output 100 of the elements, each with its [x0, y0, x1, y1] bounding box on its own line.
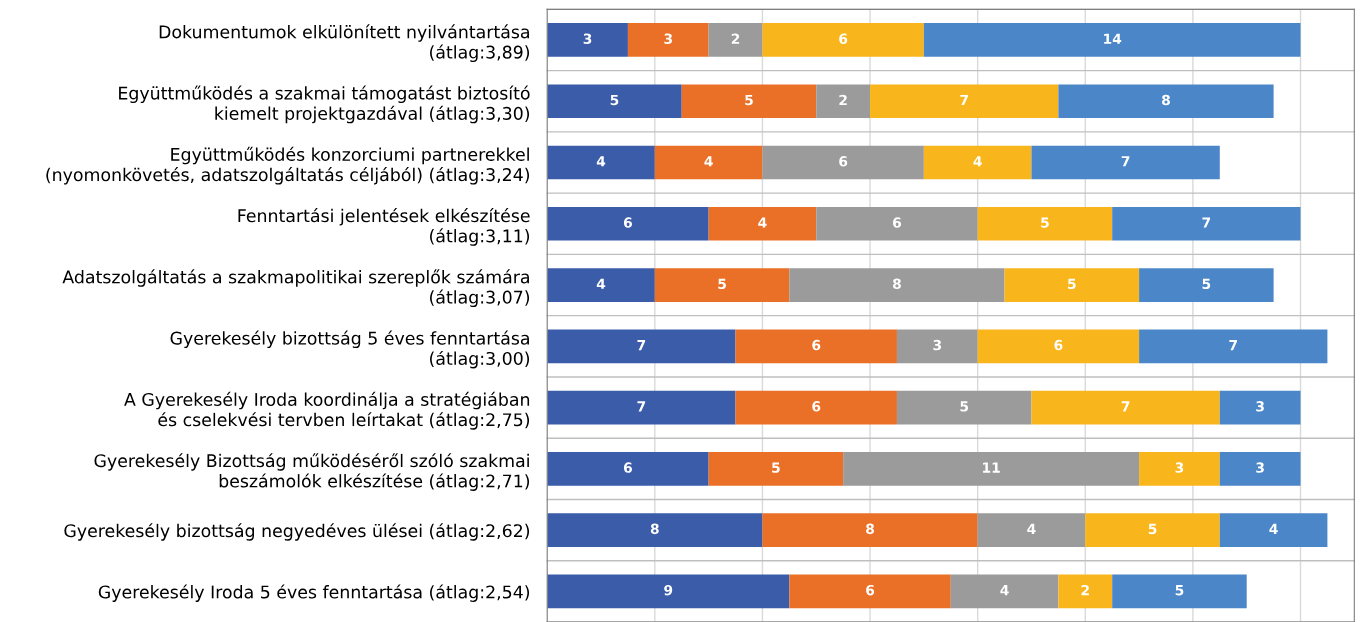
bar — [896, 329, 978, 364]
data-label: 5 — [772, 462, 780, 473]
data-label: 6 — [892, 217, 902, 228]
bar — [547, 23, 628, 57]
data-label: 2 — [839, 94, 847, 106]
bar — [735, 390, 897, 425]
bar — [1112, 206, 1301, 241]
data-label: 4 — [704, 156, 713, 167]
data-label: 7 — [1121, 156, 1130, 167]
data-label: 4 — [1000, 585, 1009, 596]
data-label: 5 — [718, 278, 726, 290]
data-label: 5 — [1148, 523, 1157, 535]
data-label: 8 — [1162, 94, 1170, 106]
bar — [896, 390, 1032, 425]
data-label: 7 — [637, 401, 646, 412]
bar — [843, 451, 1140, 486]
data-label: 6 — [623, 217, 632, 228]
data-label: 5 — [610, 94, 619, 106]
bar — [735, 329, 897, 364]
bar — [1139, 329, 1328, 364]
data-label: 4 — [596, 278, 606, 289]
bar — [789, 268, 1005, 302]
data-label: 4 — [973, 156, 982, 167]
data-label: 3 — [583, 33, 592, 44]
data-label: 6 — [623, 462, 632, 473]
bar — [1058, 574, 1113, 609]
bar — [762, 145, 924, 180]
data-label: 3 — [933, 339, 942, 351]
bar — [923, 23, 1301, 57]
data-label: 2 — [731, 33, 740, 44]
data-label: 4 — [1027, 523, 1036, 534]
bar — [1219, 513, 1328, 547]
data-label: 3 — [664, 33, 672, 44]
data-label: 6 — [839, 156, 848, 167]
data-label: 7 — [1202, 217, 1211, 228]
bar — [977, 329, 1140, 364]
data-label: 3 — [1256, 401, 1264, 412]
bar — [1058, 84, 1274, 119]
data-label: 5 — [1175, 585, 1184, 596]
data-label: 6 — [839, 33, 848, 44]
bar — [977, 513, 1086, 547]
bar — [547, 329, 736, 364]
bar — [870, 84, 1059, 119]
data-label: 3 — [1256, 462, 1264, 473]
bar — [1031, 145, 1220, 180]
data-label: 8 — [892, 278, 901, 290]
data-label: 5 — [960, 401, 969, 412]
bar — [547, 390, 736, 425]
bar — [1139, 268, 1274, 302]
bar — [816, 84, 871, 119]
bar — [547, 145, 655, 180]
bar — [977, 206, 1113, 241]
bar — [708, 206, 817, 241]
bar — [1112, 574, 1247, 609]
bar — [547, 268, 655, 302]
bar — [1139, 451, 1220, 486]
data-label: 6 — [812, 401, 821, 412]
data-label: 7 — [637, 340, 646, 351]
data-label: 5 — [1202, 278, 1211, 290]
y-tick-label: Gyerekesély bizottság 5 éves fenntartása (átlag:3,00) — [170, 330, 530, 369]
bar — [627, 23, 709, 57]
bar — [547, 513, 763, 547]
data-label: 6 — [1054, 339, 1063, 351]
bar — [1219, 451, 1301, 486]
bar — [1031, 390, 1220, 425]
data-label: 5 — [745, 94, 753, 106]
y-tick-label: Dokumentumok elkülönített nyilvántartása (átlag:3,89) — [159, 24, 530, 63]
y-tick-label: Együttműködés a szakmai támogatást biztosító kiemelt projektgazdával (átlag:3,30) — [119, 85, 530, 124]
y-tick-label: Gyerekesély bizottság negyedéves ülései (átlag:2,62) — [64, 523, 530, 541]
data-label: 2 — [1081, 584, 1089, 596]
bar — [816, 206, 978, 241]
bar — [547, 451, 709, 486]
data-label: 7 — [1229, 340, 1237, 351]
bar — [654, 268, 790, 302]
y-tick-label: Fenntartási jelentések elkészítése (átlag:3,11) — [238, 208, 530, 246]
y-tick-label: Gyerekesély Iroda 5 éves fenntartása (átlag:2,54) — [98, 584, 530, 602]
data-label: 6 — [812, 339, 821, 351]
bar — [547, 84, 682, 119]
bar — [547, 206, 709, 241]
data-label: 4 — [758, 217, 767, 228]
y-tick-label: Gyerekesély Bizottság működéséről szóló szakmai beszámolók elkészítése (átlag:2,71) — [94, 453, 530, 491]
data-label: 5 — [1041, 217, 1049, 228]
bar — [950, 574, 1059, 609]
bar — [708, 23, 763, 57]
data-label: 8 — [866, 523, 875, 535]
data-label: 4 — [596, 156, 606, 167]
bar — [1219, 390, 1301, 425]
y-tick-label: Adatszolgáltatás a szakmapolitikai szereplők számára (átlag:3,07) — [62, 269, 530, 308]
data-label: 9 — [664, 584, 673, 596]
bar — [923, 145, 1032, 180]
bar — [654, 145, 763, 180]
y-tick-label: Együttműködés konzorciumi partnerekkel (nyomonkövetés, adatszolgáltatás céljából) (átlag:3,24) — [46, 146, 530, 185]
bar — [681, 84, 817, 119]
data-label: 11 — [983, 462, 1000, 473]
data-label: 14 — [1104, 33, 1122, 44]
bar — [762, 23, 924, 57]
data-label: 7 — [1121, 401, 1130, 412]
data-label: 8 — [650, 523, 659, 535]
bar — [708, 451, 844, 486]
bar — [789, 574, 951, 609]
